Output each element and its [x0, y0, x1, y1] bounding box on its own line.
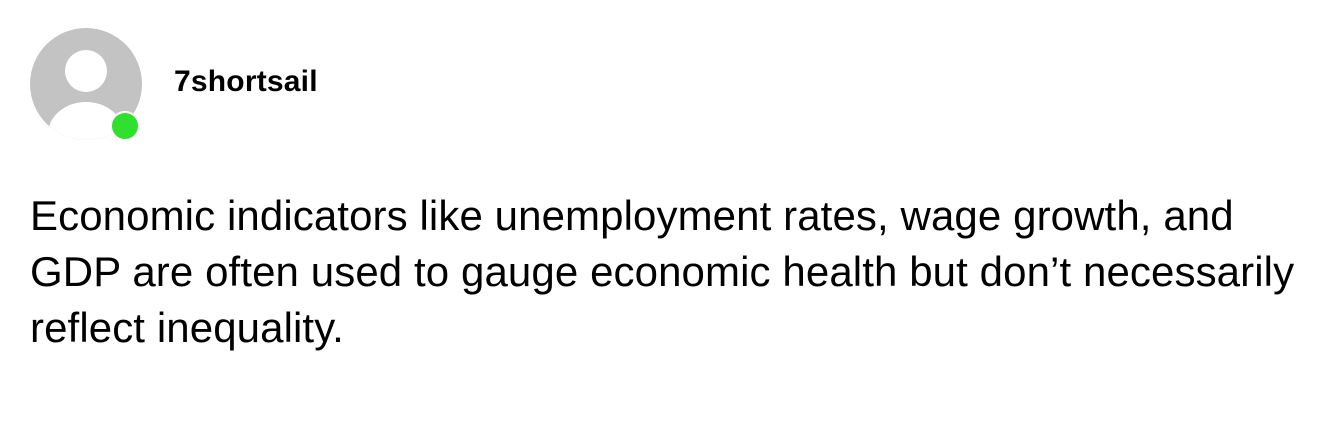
username[interactable]: 7shortsail: [174, 65, 318, 98]
default-user-avatar-icon: [30, 28, 142, 140]
online-status-dot: [110, 111, 140, 141]
post-body-text: Economic indicators like unemployment ra…: [30, 192, 1295, 351]
avatar[interactable]: [30, 28, 142, 141]
post-header: 7shortsail: [30, 28, 318, 141]
